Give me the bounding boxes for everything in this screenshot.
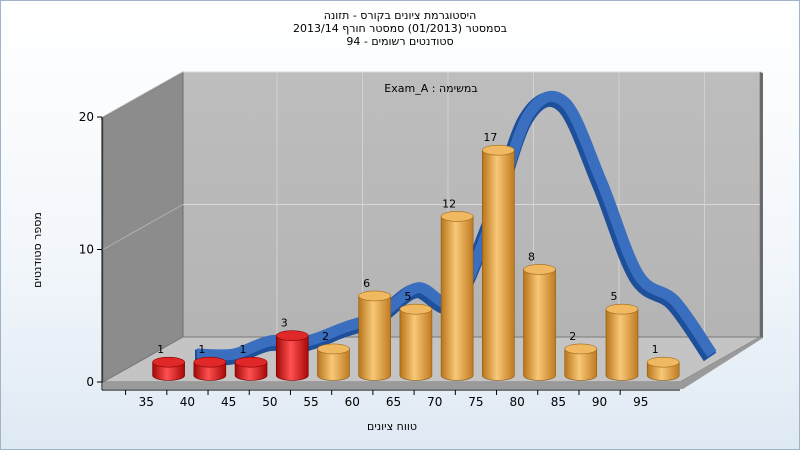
chart-title: היסטוגרמת ציונים בקורס - תזונה בסמסטר (0… bbox=[0, 9, 800, 48]
x-tick-label: 70 bbox=[427, 395, 442, 409]
right-wall-edge bbox=[760, 72, 763, 338]
bar-60: 6 bbox=[358, 277, 391, 381]
bar-40: 1 bbox=[193, 343, 227, 381]
x-tick-label: 40 bbox=[180, 395, 195, 409]
bar-value-label: 5 bbox=[404, 290, 411, 303]
bar-value-label: 6 bbox=[363, 277, 370, 290]
bar-body bbox=[317, 348, 350, 381]
bar-value-label: 1 bbox=[240, 343, 247, 356]
bar-body bbox=[358, 295, 391, 381]
bar-value-label: 2 bbox=[569, 330, 576, 343]
bar-body bbox=[399, 308, 433, 381]
x-tick-label: 50 bbox=[262, 395, 277, 409]
bar-top bbox=[523, 264, 556, 275]
bar-value-label: 17 bbox=[483, 131, 497, 144]
bar-90: 5 bbox=[605, 290, 639, 381]
bar-value-label: 3 bbox=[281, 317, 288, 330]
y-tick-label: 0 bbox=[86, 375, 94, 389]
bar-top bbox=[275, 330, 309, 341]
x-axis-label: טווח ציונים bbox=[367, 420, 417, 433]
bar-top bbox=[564, 343, 598, 355]
bar-top bbox=[358, 290, 391, 302]
bar-top bbox=[152, 356, 185, 368]
bar-top bbox=[234, 356, 268, 368]
bar-value-label: 1 bbox=[198, 343, 205, 356]
bar-75: 17 bbox=[482, 131, 515, 381]
x-tick-label: 95 bbox=[633, 395, 648, 409]
x-tick-label: 35 bbox=[139, 395, 154, 409]
bar-body bbox=[440, 216, 474, 381]
bar-80: 8 bbox=[523, 250, 556, 381]
bar-body bbox=[605, 308, 639, 381]
bar-top bbox=[399, 303, 433, 315]
bar-top bbox=[317, 343, 350, 355]
bar-top bbox=[646, 356, 680, 368]
bar-value-label: 1 bbox=[652, 343, 659, 356]
bar-45: 1 bbox=[234, 343, 268, 381]
bar-value-label: 12 bbox=[442, 197, 456, 210]
x-tick-label: 65 bbox=[386, 395, 401, 409]
bar-top bbox=[605, 303, 639, 315]
gridline-left bbox=[102, 204, 184, 250]
bar-top bbox=[440, 211, 474, 222]
floor-lip bbox=[103, 337, 763, 389]
x-tick-label: 90 bbox=[592, 395, 607, 409]
x-tick-label: 75 bbox=[468, 395, 483, 409]
bar-value-label: 8 bbox=[528, 250, 535, 263]
bar-35: 1 bbox=[152, 343, 185, 381]
x-tick-label: 85 bbox=[551, 395, 566, 409]
title-line-2: בסמסטר (01/2013) סמסטר חורף 2013/14 bbox=[293, 22, 507, 35]
bar-55: 2 bbox=[317, 330, 350, 381]
gridline-left bbox=[102, 71, 184, 118]
x-tick-label: 55 bbox=[303, 395, 318, 409]
bars: 1 1 1 3 2 6 5 12 17 8 2 5 1 bbox=[152, 131, 680, 381]
bar-85: 2 bbox=[564, 330, 598, 381]
y-tick-label: 20 bbox=[79, 110, 94, 124]
x-tick-label: 80 bbox=[510, 395, 525, 409]
bar-95: 1 bbox=[646, 343, 680, 381]
bar-value-label: 5 bbox=[610, 290, 617, 303]
bar-top bbox=[193, 356, 227, 368]
bar-65: 5 bbox=[399, 290, 433, 381]
bar-value-label: 1 bbox=[157, 343, 164, 356]
title-line-1: היסטוגרמת ציונים בקורס - תזונה bbox=[323, 9, 477, 22]
bar-body bbox=[275, 335, 309, 381]
bar-70: 12 bbox=[440, 197, 474, 381]
x-tick-label: 60 bbox=[345, 395, 360, 409]
bar-value-label: 2 bbox=[322, 330, 329, 343]
bar-50: 3 bbox=[275, 317, 309, 381]
bar-body bbox=[564, 348, 598, 381]
y-axis-label: מספר סטודנטים bbox=[31, 212, 44, 288]
bar-body bbox=[523, 269, 556, 381]
y-tick-label: 10 bbox=[79, 243, 94, 257]
exam-annotation: במשימה : Exam_A bbox=[384, 82, 478, 95]
title-line-3: סטודנטים רשומים - 94 bbox=[346, 35, 454, 48]
gridlines bbox=[102, 71, 760, 337]
bar-body bbox=[482, 149, 515, 381]
bar-top bbox=[482, 144, 515, 156]
x-tick-label: 45 bbox=[221, 395, 236, 409]
